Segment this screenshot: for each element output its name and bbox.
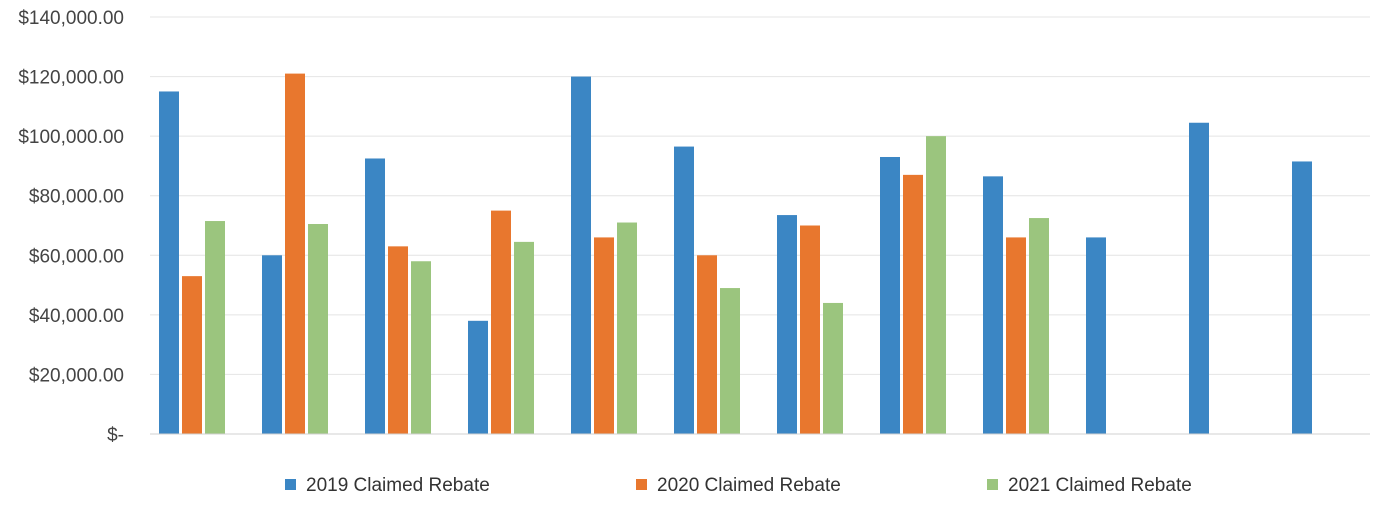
bar-2021-claimed-rebate-4: [617, 222, 637, 434]
bar-2019-claimed-rebate-11: [1292, 161, 1312, 435]
bar-2019-claimed-rebate-5: [674, 146, 694, 434]
y-tick-label: $20,000.00: [29, 365, 124, 386]
bar-2021-claimed-rebate-1: [308, 224, 328, 434]
legend-label: 2021 Claimed Rebate: [1008, 475, 1192, 496]
bar-2019-claimed-rebate-2: [365, 158, 385, 434]
bar-2019-claimed-rebate-1: [262, 255, 282, 434]
y-tick-label: $120,000.00: [18, 68, 124, 89]
bar-2021-claimed-rebate-0: [205, 221, 225, 434]
bar-2021-claimed-rebate-5: [720, 288, 740, 434]
legend-swatch: [285, 479, 296, 490]
y-tick-label: $60,000.00: [29, 246, 124, 267]
bar-2021-claimed-rebate-7: [926, 136, 946, 434]
bar-2020-claimed-rebate-1: [285, 73, 305, 434]
y-tick-label: $80,000.00: [29, 187, 124, 208]
bar-2019-claimed-rebate-8: [983, 176, 1003, 434]
gridlines: [150, 16, 1370, 375]
bar-2020-claimed-rebate-2: [388, 246, 408, 434]
bar-2021-claimed-rebate-6: [823, 302, 843, 434]
bar-2020-claimed-rebate-5: [697, 255, 717, 434]
bar-2020-claimed-rebate-6: [800, 225, 820, 434]
bar-2019-claimed-rebate-0: [159, 91, 179, 434]
bar-2020-claimed-rebate-7: [903, 174, 923, 434]
y-tick-label: $140,000.00: [18, 8, 124, 29]
bar-2021-claimed-rebate-2: [411, 261, 431, 434]
legend-swatch: [987, 479, 998, 490]
bar-2020-claimed-rebate-3: [491, 210, 511, 434]
bar-2019-claimed-rebate-7: [880, 156, 900, 434]
y-tick-label: $-: [107, 425, 124, 446]
y-tick-label: $40,000.00: [29, 306, 124, 327]
bar-2019-claimed-rebate-10: [1189, 122, 1209, 434]
legend: 2019 Claimed Rebate 2020 Claimed Rebate 20…: [285, 475, 1192, 496]
legend-label: 2019 Claimed Rebate: [306, 475, 490, 496]
bar-2020-claimed-rebate-8: [1006, 237, 1026, 434]
bars: [159, 73, 1312, 435]
legend-label: 2020 Claimed Rebate: [657, 475, 841, 496]
bar-2019-claimed-rebate-9: [1086, 237, 1106, 434]
y-axis-tick-labels: $- $20,000.00 $40,000.00 $60,000.00 $80,000.…: [18, 8, 124, 446]
bar-2019-claimed-rebate-4: [571, 76, 591, 435]
bar-2020-claimed-rebate-4: [594, 237, 614, 434]
bar-2019-claimed-rebate-6: [777, 215, 797, 434]
bar-2020-claimed-rebate-0: [182, 276, 202, 434]
y-tick-label: $100,000.00: [18, 127, 124, 148]
bar-2019-claimed-rebate-3: [468, 320, 488, 434]
bar-2021-claimed-rebate-3: [514, 241, 534, 434]
legend-swatch: [636, 479, 647, 490]
bar-2021-claimed-rebate-8: [1029, 218, 1049, 434]
